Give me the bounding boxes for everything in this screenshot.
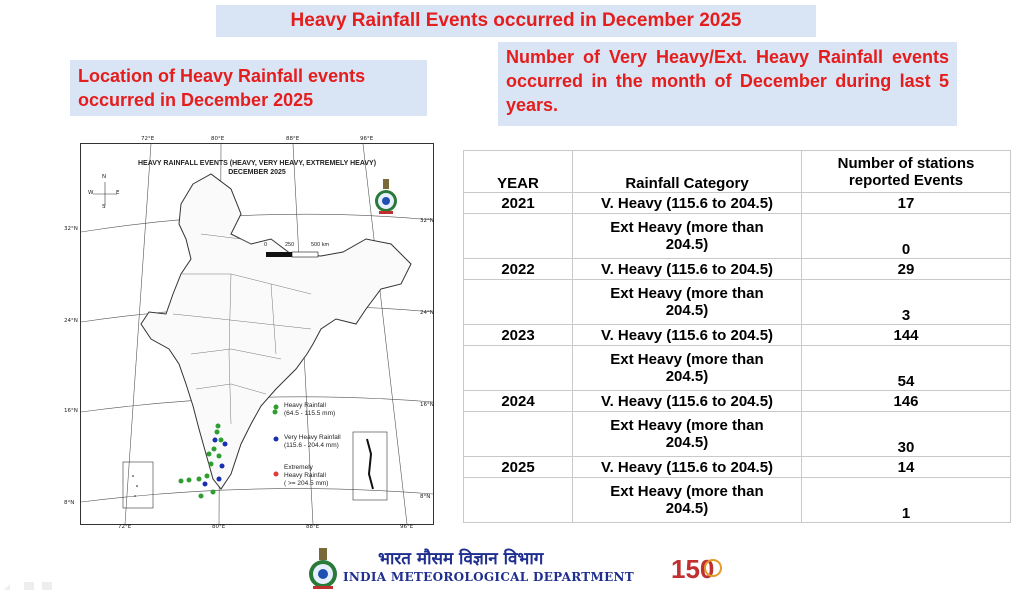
scale-mid: 250: [285, 242, 295, 248]
legend-extremely-heavy: Extremely Heavy Rainfall ( >= 204.5 mm): [284, 464, 329, 487]
legend-heavy: Heavy Rainfall (64.5 - 115.5 mm): [284, 402, 336, 417]
table-row: 2021 V. Heavy (115.6 to 204.5) 17: [463, 192, 1011, 214]
map-title-line1: HEAVY RAINFALL EVENTS (HEAVY, VERY HEAVY…: [137, 160, 377, 167]
count-cell: 146: [801, 390, 1011, 412]
year-cell-empty: [463, 213, 573, 259]
table-row: 2023 V. Heavy (115.6 to 204.5) 144: [463, 324, 1011, 346]
year-cell: 2022: [463, 258, 573, 280]
header-year: YEAR: [463, 150, 573, 193]
location-heading: Location of Heavy Rainfall events occurr…: [70, 60, 427, 116]
lon-label-bottom-80: 80°E: [212, 524, 226, 530]
year-cell-empty: [463, 411, 573, 457]
year-cell-empty: [463, 279, 573, 325]
year-cell: 2021: [463, 192, 573, 214]
map-graticule-and-outline: [81, 144, 433, 524]
lat-label-right-24: 24°N: [420, 310, 434, 316]
category-cell: V. Heavy (115.6 to 204.5): [572, 390, 802, 412]
count-cell: 144: [801, 324, 1011, 346]
category-cell: Ext Heavy (more than 204.5): [572, 411, 802, 457]
year-cell: 2023: [463, 324, 573, 346]
compass-e: E: [116, 190, 120, 196]
lat-label-right-8: 8°N: [420, 494, 431, 500]
category-cell: V. Heavy (115.6 to 204.5): [572, 324, 802, 346]
count-cell: 54: [801, 345, 1011, 391]
imd-hindi-name: भारत मौसम विज्ञान विभाग: [378, 549, 544, 569]
count-cell: 17: [801, 192, 1011, 214]
table-row: Ext Heavy (more than 204.5) 30: [463, 411, 1011, 457]
map-title-line2: DECEMBER 2025: [228, 169, 286, 176]
table-row: 2022 V. Heavy (115.6 to 204.5) 29: [463, 258, 1011, 280]
year-cell: 2025: [463, 456, 573, 478]
rainfall-map: HEAVY RAINFALL EVENTS (HEAVY, VERY HEAVY…: [80, 143, 434, 525]
slide-nav-icons: [4, 582, 52, 590]
category-cell: Ext Heavy (more than 204.5): [572, 477, 802, 523]
events-table: YEAR Rainfall Category Number of station…: [463, 150, 1011, 523]
lon-label-bottom-96: 96°E: [400, 524, 414, 530]
map-title: HEAVY RAINFALL EVENTS (HEAVY, VERY HEAVY…: [81, 159, 433, 177]
table-row: Ext Heavy (more than 204.5) 0: [463, 213, 1011, 259]
imd-emblem-icon: [375, 179, 397, 214]
lat-label-left-24: 24°N: [64, 318, 78, 324]
lon-label-bottom-88: 88°E: [306, 524, 320, 530]
rainfall-event-dots: [178, 409, 278, 499]
scale-end: 500 km: [311, 242, 330, 248]
imd-logo-icon: [309, 548, 337, 589]
table-row: Ext Heavy (more than 204.5) 3: [463, 279, 1011, 325]
count-cell: 14: [801, 456, 1011, 478]
count-cell: 29: [801, 258, 1011, 280]
count-cell: 0: [801, 213, 1011, 259]
count-cell: 30: [801, 411, 1011, 457]
compass-w: W: [88, 190, 94, 196]
category-cell: Ext Heavy (more than 204.5): [572, 345, 802, 391]
year-cell-empty: [463, 477, 573, 523]
scale-zero: 0: [264, 242, 268, 248]
count-cell: 1: [801, 477, 1011, 523]
category-cell: Ext Heavy (more than 204.5): [572, 279, 802, 325]
lon-label-top-72: 72°E: [141, 136, 155, 142]
compass-n: N: [102, 174, 107, 180]
imd-english-name: INDIA METEOROLOGICAL DEPARTMENT: [343, 570, 635, 584]
lat-label-left-16: 16°N: [64, 408, 78, 414]
header-category: Rainfall Category: [572, 150, 802, 193]
category-cell: V. Heavy (115.6 to 204.5): [572, 456, 802, 478]
imd-150-years-badge-icon: 150: [671, 554, 722, 584]
table-row: 2024 V. Heavy (115.6 to 204.5) 146: [463, 390, 1011, 412]
lat-label-left-32: 32°N: [64, 226, 78, 232]
slide-title: Heavy Rainfall Events occurred in Decemb…: [216, 5, 816, 37]
category-cell: V. Heavy (115.6 to 204.5): [572, 192, 802, 214]
table-row: 2025 V. Heavy (115.6 to 204.5) 14: [463, 456, 1011, 478]
year-cell: 2024: [463, 390, 573, 412]
legend-very-heavy: Very Heavy Rainfall (115.6 - 204.4 mm): [284, 434, 341, 449]
badge-number: 150: [671, 554, 714, 584]
lat-label-right-16: 16°N: [420, 402, 434, 408]
category-cell: V. Heavy (115.6 to 204.5): [572, 258, 802, 280]
lon-label-top-88: 88°E: [286, 136, 300, 142]
lat-label-left-8: 8°N: [64, 500, 75, 506]
table-row: Ext Heavy (more than 204.5) 54: [463, 345, 1011, 391]
table-row: Ext Heavy (more than 204.5) 1: [463, 477, 1011, 523]
lon-label-bottom-72: 72°E: [118, 524, 132, 530]
year-cell-empty: [463, 345, 573, 391]
lon-label-top-80: 80°E: [211, 136, 225, 142]
header-count: Number of stations reported Events: [801, 150, 1011, 193]
compass-s: S: [102, 204, 106, 210]
number-heading: Number of Very Heavy/Ext. Heavy Rainfall…: [498, 42, 957, 126]
count-cell: 3: [801, 279, 1011, 325]
lat-label-right-32: 32°N: [420, 218, 434, 224]
lon-label-top-96: 96°E: [360, 136, 374, 142]
category-cell: Ext Heavy (more than 204.5): [572, 213, 802, 259]
